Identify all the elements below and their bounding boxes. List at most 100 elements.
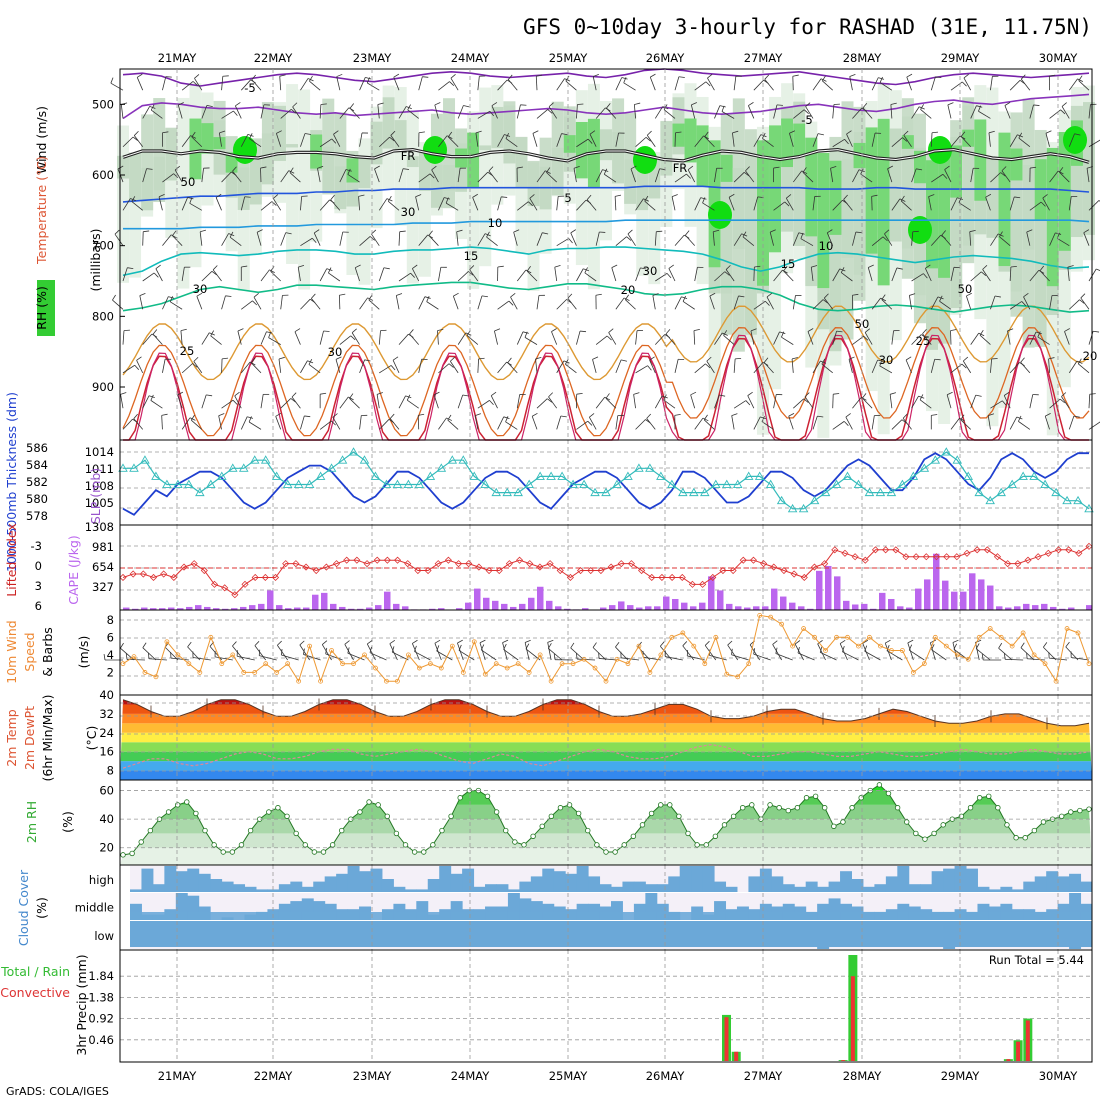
thickness-marker	[173, 479, 183, 488]
upper-wind-barb	[871, 297, 881, 310]
upper-wind-barb	[339, 169, 347, 183]
upper-wind-barb	[359, 236, 371, 246]
upper-wind-barb-flag	[605, 393, 610, 399]
wind-barb	[321, 644, 332, 661]
upper-wind-barb-flag	[811, 265, 818, 268]
upper-wind-barb-flag	[702, 197, 706, 204]
wind-barb-flag	[480, 644, 485, 651]
temp-band-5	[120, 723, 1092, 733]
wind-barb	[929, 642, 936, 661]
upper-wind-barb	[1068, 78, 1078, 91]
upper-wind-barb	[733, 295, 739, 310]
upper-wind-barb-flag	[481, 295, 488, 298]
rh-marker	[694, 842, 700, 848]
upper-wind-barb	[332, 417, 341, 430]
upper-wind-barb-flag	[675, 131, 682, 134]
cape-bar	[204, 606, 211, 610]
upper-wind-barb-flag	[1026, 229, 1033, 233]
upper-wind-barb-flag	[548, 392, 554, 398]
upper-wind-barb	[635, 419, 646, 430]
upper-wind-barb	[832, 104, 835, 119]
rh-marker	[794, 805, 801, 811]
upper-wind-barb-flag	[564, 78, 571, 82]
upper-wind-barb-flag	[328, 267, 332, 274]
upper-wind-barb	[615, 415, 619, 430]
cloud-high-bar	[152, 884, 165, 892]
upper-wind-barb	[210, 335, 222, 345]
upper-wind-barb-flag	[745, 166, 750, 172]
wind-barb-flag	[885, 639, 891, 644]
upper-wind-barb-flag	[565, 75, 570, 82]
thickness-marker	[381, 479, 392, 488]
upper-ytick-500: 500	[92, 97, 114, 111]
cape-bar	[681, 602, 688, 610]
upper-wind-barb	[398, 333, 409, 345]
rh-shade-green	[213, 137, 226, 150]
cloud-high-bar	[164, 866, 177, 892]
wind-speed-marker	[932, 634, 938, 640]
upper-wind-barb-flag	[1089, 393, 1096, 395]
precip-conv-bar	[850, 976, 855, 1061]
upper-wind-barb	[297, 267, 301, 282]
upper-ytick-900: 900	[92, 380, 114, 394]
upper-wind-barb	[615, 297, 625, 310]
upper-wind-barb	[633, 394, 636, 409]
upper-wind-barb	[944, 169, 952, 183]
upper-wind-barb	[556, 299, 567, 310]
upper-wind-barb	[251, 79, 262, 91]
li-marker	[668, 573, 676, 582]
upper-wind-barb-flag	[682, 295, 687, 302]
thickness-marker	[996, 487, 1006, 497]
wind-speed-marker	[691, 643, 697, 649]
wind-speed-marker	[493, 661, 499, 667]
upper-wind-barb-flag	[424, 296, 431, 299]
rh-shade-mid	[660, 120, 673, 176]
li-marker	[688, 580, 696, 588]
upper-wind-barb	[339, 396, 349, 409]
upper-wind-barb-flag	[725, 265, 731, 270]
upper-wind-barb	[1049, 170, 1059, 183]
upper-wind-barb-flag	[722, 332, 728, 336]
wind-speed-marker	[768, 614, 774, 620]
upper-wind-barb	[280, 170, 290, 183]
cloud-middle-base	[130, 912, 1092, 920]
wind-speed-marker	[526, 670, 532, 675]
upper-wind-barb	[1029, 104, 1034, 119]
upper-wind-barb-flag	[779, 331, 786, 334]
upper-wind-barb	[860, 173, 873, 183]
upper-wind-barb-flag	[172, 230, 177, 236]
contour-label: 30	[328, 345, 343, 359]
upper-wind-barb-flag	[884, 229, 890, 235]
wind-barb-flag	[344, 640, 350, 645]
upper-wind-barb-flag	[1018, 132, 1023, 139]
upper-wind-barb	[906, 76, 912, 91]
wind-barb-flag	[232, 641, 237, 647]
rh-shade-green	[1046, 147, 1059, 287]
cloud-middle-bar	[897, 903, 910, 920]
date-bottom-23MAY: 23MAY	[353, 1069, 393, 1083]
upper-wind-barb	[142, 272, 155, 282]
cloud-high-bar	[210, 879, 223, 892]
upper-wind-barb	[1068, 360, 1078, 374]
upper-wind-barb-flag	[462, 394, 469, 397]
li-marker	[170, 573, 178, 582]
wind-barb-flag	[391, 646, 395, 653]
upper-wind-barb	[313, 232, 321, 246]
upper-wind-barb-flag	[347, 168, 351, 175]
upper-wind-barb-flag	[1030, 166, 1037, 169]
upper-wind-barb	[565, 363, 577, 374]
upper-wind-barb-flag	[266, 331, 273, 334]
upper-wind-barb	[832, 268, 841, 282]
upper-wind-barb-flag	[291, 108, 297, 114]
upper-wind-barb	[714, 394, 720, 409]
upper-wind-barb-flag	[335, 356, 342, 360]
wind-barb	[886, 650, 903, 661]
upper-wind-barb	[319, 199, 330, 211]
cloud-high-bar	[347, 866, 360, 892]
cape-bar	[321, 592, 328, 610]
upper-wind-barb	[212, 269, 222, 282]
upper-wind-barb-flag	[999, 231, 1003, 237]
upper-wind-barb-flag	[215, 193, 222, 198]
upper-wind-barb-flag	[623, 77, 627, 83]
upper-wind-barb	[871, 132, 876, 147]
